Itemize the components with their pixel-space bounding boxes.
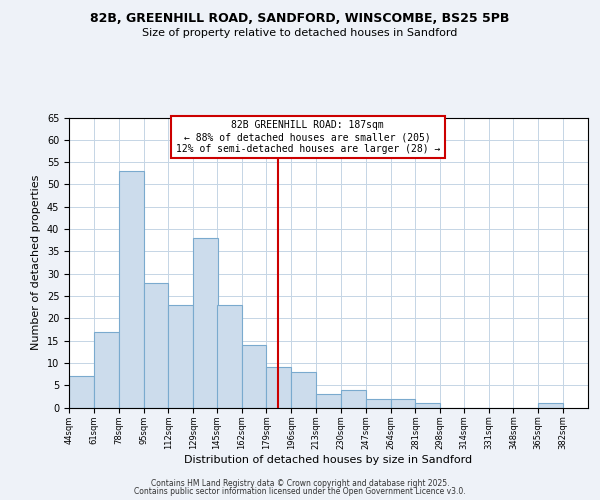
Bar (291, 372, 316, 408)
Bar (143, 282, 169, 408)
Text: 82B GREENHILL ROAD: 187sqm
← 88% of detached houses are smaller (205)
12% of sem: 82B GREENHILL ROAD: 187sqm ← 88% of deta… (176, 120, 440, 154)
Bar (193, 238, 218, 408)
Bar (69, 376, 94, 408)
Bar (391, 398, 415, 407)
Bar (119, 171, 143, 408)
Bar (217, 305, 242, 408)
Bar (366, 398, 391, 407)
Text: 82B, GREENHILL ROAD, SANDFORD, WINSCOMBE, BS25 5PB: 82B, GREENHILL ROAD, SANDFORD, WINSCOMBE… (91, 12, 509, 26)
X-axis label: Distribution of detached houses by size in Sandford: Distribution of detached houses by size … (184, 454, 473, 464)
Text: Size of property relative to detached houses in Sandford: Size of property relative to detached ho… (142, 28, 458, 38)
Bar (316, 394, 341, 407)
Bar (242, 345, 266, 408)
Bar (415, 403, 440, 407)
Bar (341, 390, 366, 407)
Bar (538, 403, 563, 407)
Bar (94, 332, 119, 407)
Text: Contains HM Land Registry data © Crown copyright and database right 2025.: Contains HM Land Registry data © Crown c… (151, 478, 449, 488)
Bar (266, 368, 291, 408)
Bar (169, 305, 193, 408)
Y-axis label: Number of detached properties: Number of detached properties (31, 175, 41, 350)
Text: Contains public sector information licensed under the Open Government Licence v3: Contains public sector information licen… (134, 487, 466, 496)
